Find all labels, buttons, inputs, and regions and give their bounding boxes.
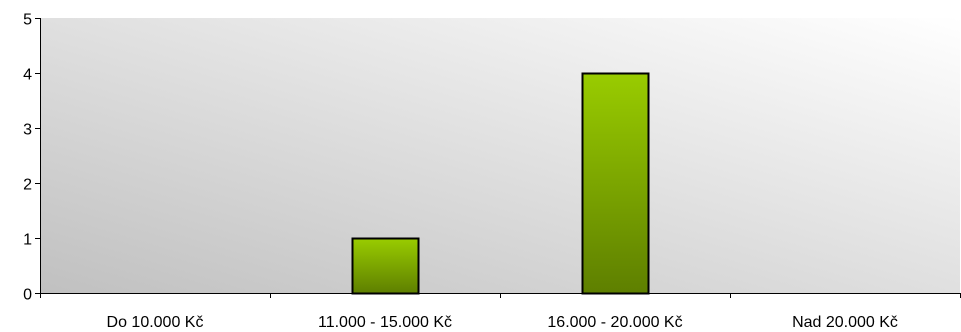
y-tick-label: 4 [23,67,32,84]
y-tick-label: 2 [23,177,32,194]
y-tick-label: 1 [23,232,32,249]
bars [351,72,650,295]
y-tick-label: 3 [23,122,32,139]
x-axis: Do 10.000 Kč 11.000 - 15.000 Kč 16.000 - 2… [40,293,961,331]
x-category-label: 11.000 - 15.000 Kč [318,314,452,331]
x-category-label: 16.000 - 20.000 Kč [547,314,682,331]
y-axis: 0 1 2 3 4 5 [23,12,40,304]
plot-area [40,18,960,293]
x-category-label: Nad 20.000 Kč [792,314,898,331]
x-category-label: Do 10.000 Kč [107,314,204,331]
bar [581,72,650,295]
y-tick-label: 5 [23,12,32,29]
bar [351,237,420,295]
y-tick-label: 0 [23,287,32,304]
